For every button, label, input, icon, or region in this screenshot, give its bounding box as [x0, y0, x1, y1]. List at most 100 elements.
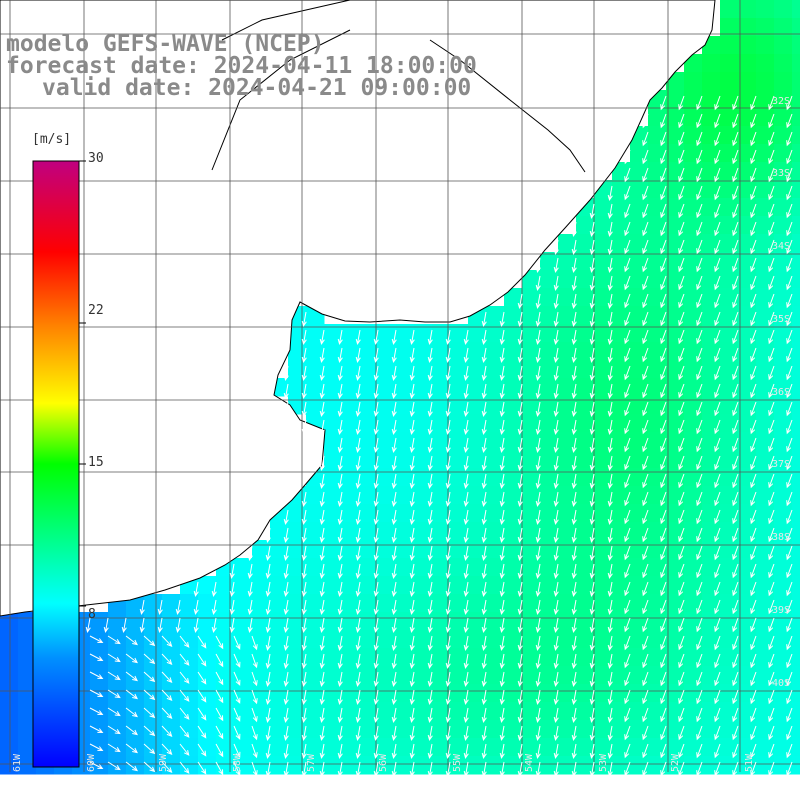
- wind-speed-cell: [414, 522, 433, 541]
- wind-speed-cell: [576, 324, 595, 343]
- wind-arrow: [125, 707, 138, 718]
- wind-arrow: [696, 149, 703, 165]
- wind-speed-cell: [342, 738, 361, 757]
- wind-arrow: [786, 671, 793, 687]
- wind-arrow: [481, 635, 487, 651]
- wind-arrow: [589, 545, 595, 561]
- wind-speed-cell: [342, 360, 361, 379]
- wind-arrow: [678, 455, 685, 471]
- wind-speed-cell: [558, 324, 577, 343]
- wind-arrow: [624, 509, 631, 525]
- wind-speed-cell: [414, 504, 433, 523]
- wind-speed-cell: [234, 738, 253, 757]
- wind-arrow: [571, 311, 577, 327]
- wind-speed-cell: [486, 738, 505, 757]
- wind-speed-cell: [450, 738, 469, 757]
- wind-arrow: [553, 491, 559, 507]
- wind-arrow: [660, 473, 667, 489]
- wind-speed-cell: [720, 36, 739, 55]
- wind-speed-cell: [720, 522, 739, 541]
- wind-speed-cell: [684, 486, 703, 505]
- wind-arrow: [696, 167, 703, 183]
- wind-arrow: [696, 257, 703, 273]
- wind-speed-cell: [630, 486, 649, 505]
- wind-arrow: [463, 761, 469, 777]
- wind-speed-cell: [594, 684, 613, 703]
- wind-arrow: [750, 509, 757, 525]
- wind-arrow: [768, 293, 775, 309]
- wind-speed-cell: [666, 576, 685, 595]
- wind-arrow: [251, 743, 258, 759]
- wind-arrow: [499, 527, 505, 543]
- wind-arrow: [499, 653, 505, 669]
- wind-speed-cell: [594, 342, 613, 361]
- wind-arrow: [179, 671, 190, 684]
- wind-speed-cell: [558, 702, 577, 721]
- wind-speed-cell: [792, 684, 800, 703]
- wind-speed-cell: [558, 756, 577, 775]
- wind-speed-cell: [702, 342, 721, 361]
- wind-speed-cell: [450, 630, 469, 649]
- wind-speed-cell: [396, 684, 415, 703]
- wind-arrow: [391, 527, 397, 543]
- wind-arrow: [750, 455, 757, 471]
- wind-speed-cell: [702, 72, 721, 91]
- wind-arrow: [409, 761, 415, 777]
- wind-speed-cell: [630, 558, 649, 577]
- wind-speed-cell: [630, 270, 649, 289]
- wind-arrow: [337, 545, 343, 561]
- wind-speed-cell: [756, 558, 775, 577]
- wind-arrow: [409, 563, 415, 579]
- wind-arrow: [660, 419, 667, 435]
- wind-arrow: [337, 473, 343, 489]
- wind-arrow: [535, 419, 541, 435]
- wind-arrow: [301, 329, 307, 345]
- wind-speed-cell: [774, 396, 793, 415]
- wind-speed-cell: [720, 216, 739, 235]
- wind-arrow: [768, 275, 775, 291]
- wind-speed-cell: [144, 594, 163, 613]
- wind-arrow: [499, 599, 505, 615]
- wind-speed-cell: [720, 162, 739, 181]
- wind-arrow: [786, 347, 793, 363]
- wind-speed-cell: [306, 720, 325, 739]
- wind-arrow: [373, 419, 379, 435]
- wind-arrow: [337, 509, 343, 525]
- wind-arrow: [427, 545, 433, 561]
- wind-speed-cell: [702, 648, 721, 667]
- wind-speed-cell: [540, 288, 559, 307]
- wind-speed-cell: [486, 468, 505, 487]
- wind-arrow: [750, 113, 757, 129]
- wind-arrow: [571, 383, 577, 399]
- wind-arrow: [373, 689, 379, 705]
- wind-speed-cell: [738, 234, 757, 253]
- wind-speed-cell: [450, 504, 469, 523]
- wind-speed-cell: [738, 216, 757, 235]
- wind-arrow: [642, 743, 649, 759]
- wind-speed-cell: [684, 144, 703, 163]
- wind-arrow: [696, 473, 703, 489]
- wind-speed-cell: [702, 576, 721, 595]
- wind-speed-cell: [126, 684, 145, 703]
- wind-speed-cell: [720, 720, 739, 739]
- wind-speed-cell: [774, 684, 793, 703]
- wind-speed-cell: [612, 612, 631, 631]
- wind-speed-cell: [378, 756, 397, 775]
- wind-speed-cell: [792, 486, 800, 505]
- wind-arrow: [642, 383, 649, 399]
- wind-speed-cell: [486, 648, 505, 667]
- wind-speed-cell: [414, 396, 433, 415]
- wind-arrow: [535, 761, 541, 777]
- wind-arrow: [535, 599, 541, 615]
- wind-arrow: [445, 401, 451, 417]
- wind-arrow: [768, 491, 775, 507]
- wind-arrow: [463, 689, 469, 705]
- wind-arrow: [535, 581, 541, 597]
- wind-speed-cell: [306, 342, 325, 361]
- wind-arrow: [427, 329, 433, 345]
- wind-arrow: [768, 365, 775, 381]
- wind-arrow: [283, 689, 289, 705]
- wind-arrow: [786, 617, 793, 633]
- wind-speed-cell: [684, 342, 703, 361]
- wind-speed-cell: [360, 666, 379, 685]
